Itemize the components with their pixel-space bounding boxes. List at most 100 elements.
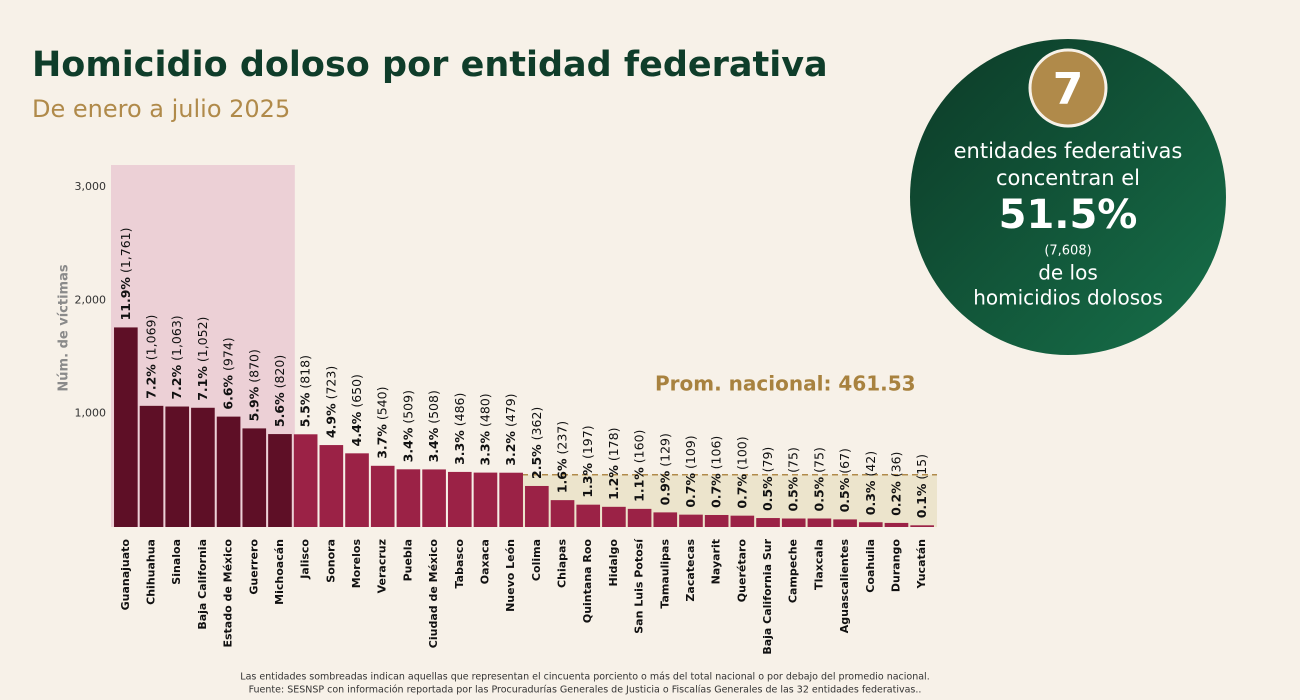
value-label: 3.2% (479) [503, 393, 518, 465]
count-label: (1,069) [143, 315, 158, 361]
bar [602, 506, 626, 527]
value-label: 0.7% (106) [708, 436, 723, 508]
x-tick-label: Nuevo León [504, 539, 517, 612]
bar [499, 472, 523, 527]
x-tick-label: Nayarit [710, 539, 723, 584]
x-tick-label: Ciudad de México [427, 539, 440, 649]
value-label: 3.4% (509) [400, 390, 415, 462]
percent-label: 3.7% [374, 424, 389, 459]
count-label: (237) [554, 421, 569, 455]
callout-text: de los [1038, 261, 1098, 285]
bar [807, 518, 832, 527]
bar [627, 508, 652, 527]
bar [319, 445, 344, 527]
x-tick-label: Estado de México [222, 539, 235, 648]
percent-label: 0.9% [657, 470, 672, 505]
x-tick-label: Michoacán [273, 539, 286, 605]
count-label: (480) [477, 393, 492, 427]
x-tick-label: Durango [889, 539, 902, 593]
percent-label: 3.3% [451, 430, 466, 465]
bar [730, 515, 755, 527]
percent-label: 4.9% [323, 403, 338, 438]
count-label: (100) [734, 436, 749, 470]
value-label: 6.6% (974) [220, 337, 235, 409]
value-label: 5.6% (820) [271, 355, 286, 427]
count-label: (75) [811, 447, 826, 473]
percent-label: 3.3% [477, 430, 492, 465]
value-label: 7.2% (1,069) [143, 315, 158, 399]
count-label: (42) [862, 451, 877, 477]
value-label: 4.4% (650) [349, 374, 364, 446]
value-label: 1.2% (178) [605, 428, 620, 500]
bar [653, 512, 678, 527]
callout-count: (7,608) [1044, 244, 1091, 259]
x-tick-label: Chiapas [556, 539, 569, 588]
value-label: 2.5% (362) [528, 407, 543, 479]
y-axis-label: Núm. de víctimas [57, 264, 72, 391]
bar [242, 428, 267, 527]
value-label: 3.3% (486) [451, 393, 466, 465]
count-label: (79) [760, 447, 775, 473]
callout-text: homicidios dolosos [973, 286, 1163, 310]
callout-number: 7 [1053, 64, 1084, 115]
x-tick-label: Hidalgo [607, 539, 620, 587]
percent-label: 0.5% [785, 476, 800, 511]
value-label: 0.7% (109) [682, 435, 697, 507]
callout-text: entidades federativas [954, 139, 1183, 163]
count-label: (508) [426, 390, 441, 424]
count-label: (106) [708, 436, 723, 470]
y-tick-label: 1,000 [75, 407, 107, 420]
x-tick-label: Aguascalientes [838, 539, 851, 634]
value-label: 1.3% (197) [580, 425, 595, 497]
x-tick-label: Jalisco [299, 539, 312, 580]
callout-circle [910, 39, 1226, 355]
count-label: (540) [374, 387, 389, 421]
bar [756, 518, 780, 527]
bar [858, 522, 883, 527]
percent-label: 1.1% [631, 467, 646, 502]
percent-label: 3.4% [426, 427, 441, 462]
bar [139, 405, 164, 527]
value-label: 7.1% (1,052) [194, 317, 209, 401]
count-label: (723) [323, 366, 338, 400]
bar [165, 406, 190, 527]
percent-label: 7.1% [194, 366, 209, 401]
x-tick-label: Guanajuato [119, 539, 132, 611]
percent-label: 7.2% [169, 364, 184, 399]
percent-label: 7.2% [143, 364, 158, 399]
bar [114, 327, 138, 527]
percent-label: 0.5% [811, 476, 826, 511]
percent-label: 0.1% [914, 483, 929, 518]
percent-label: 0.3% [862, 480, 877, 515]
bar [345, 453, 369, 527]
percent-label: 0.7% [708, 473, 723, 508]
bar [679, 514, 703, 527]
bar [447, 471, 472, 527]
percent-label: 0.2% [888, 481, 903, 516]
value-label: 7.2% (1,063) [169, 315, 184, 399]
bar [550, 500, 575, 527]
value-label: 3.4% (508) [426, 390, 441, 462]
count-label: (1,052) [194, 317, 209, 363]
chart-title: Homicidio doloso por entidad federativa [32, 45, 828, 85]
value-label: 11.9% (1,761) [117, 228, 132, 321]
count-label: (178) [605, 428, 620, 462]
bar [781, 518, 806, 527]
callout-share: 51.5% [999, 192, 1138, 238]
bar [396, 469, 421, 527]
count-label: (129) [657, 433, 672, 467]
count-label: (486) [451, 393, 466, 427]
value-label: 1.6% (237) [554, 421, 569, 493]
count-label: (509) [400, 390, 415, 424]
value-label: 0.5% (67) [837, 448, 852, 512]
value-label: 0.5% (75) [811, 447, 826, 511]
value-label: 0.5% (79) [760, 447, 775, 511]
x-tick-label: Quintana Roo [581, 539, 594, 624]
bar [833, 519, 857, 527]
bar [884, 522, 909, 527]
x-tick-label: Chihuahua [145, 539, 158, 605]
percent-label: 6.6% [220, 374, 235, 409]
value-label: 5.5% (818) [297, 355, 312, 427]
percent-label: 5.9% [246, 386, 261, 421]
percent-label: 0.7% [734, 474, 749, 509]
